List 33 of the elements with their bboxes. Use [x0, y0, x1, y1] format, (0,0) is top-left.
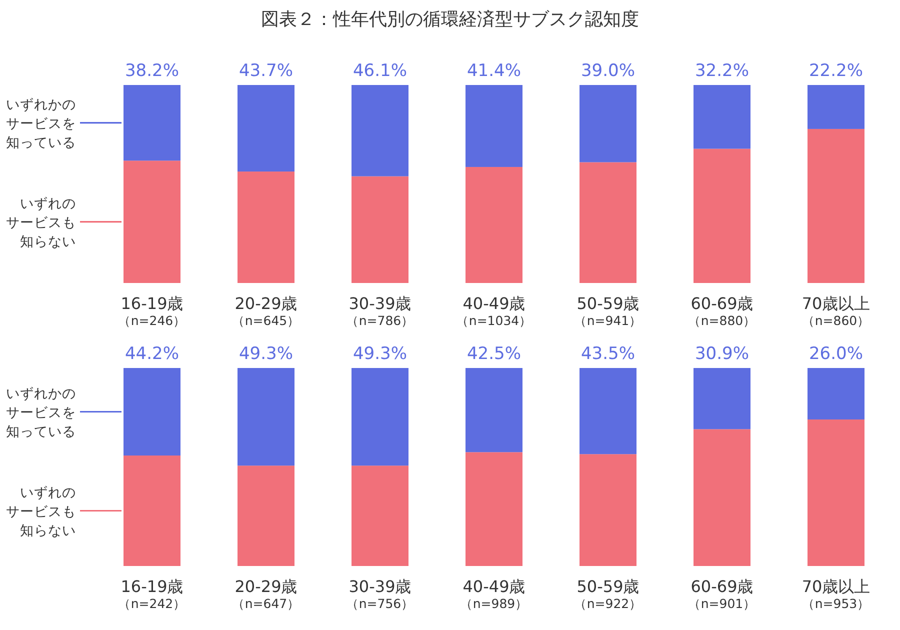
data-label: 44.2% [125, 344, 179, 364]
x-tick-label: 70歳以上（n=860） [802, 294, 870, 328]
legend-label: いずれかのサービスを知っている [6, 96, 76, 151]
data-label: 30.9% [695, 344, 749, 364]
data-label: 49.3% [239, 344, 293, 364]
legend-label: いずれのサービスも知らない [6, 484, 76, 539]
x-tick-label: 20-29歳（n=645） [232, 294, 300, 328]
x-tick-label: 16-19歳（n=242） [118, 577, 186, 611]
data-label: 39.0% [581, 61, 635, 81]
title: 図表２：性年代別の循環経済型サブスク認知度 [261, 9, 639, 30]
legend-label: いずれかのサービスを知っている [6, 386, 76, 440]
legend-label: いずれのサービスも知らない [6, 196, 76, 250]
x-tick-label: 30-39歳（n=786） [346, 294, 414, 328]
x-tick-label: 30-39歳（n=756） [346, 577, 414, 611]
x-tick-label: 60-69歳（n=901） [688, 577, 756, 611]
data-label: 43.5% [581, 344, 635, 364]
data-label: 42.5% [467, 344, 521, 364]
x-tick-label: 60-69歳（n=880） [688, 294, 756, 328]
data-label: 43.7% [239, 61, 293, 81]
data-label: 46.1% [353, 61, 407, 81]
data-label: 22.2% [809, 61, 863, 81]
data-label: 38.2% [125, 61, 179, 81]
data-label: 41.4% [467, 61, 521, 81]
data-label: 49.3% [353, 344, 407, 364]
x-tick-label: 16-19歳（n=246） [118, 294, 186, 328]
x-tick-label: 40-49歳（n=989） [460, 577, 528, 611]
x-tick-label: 20-29歳（n=647） [232, 577, 300, 611]
data-label: 32.2% [695, 61, 749, 81]
x-tick-label: 50-59歳（n=922） [574, 577, 642, 611]
x-tick-label: 40-49歳（n=1034） [456, 294, 532, 328]
x-tick-label: 50-59歳（n=941） [574, 294, 642, 328]
x-tick-label: 70歳以上（n=953） [802, 577, 870, 611]
data-label: 26.0% [809, 344, 863, 364]
